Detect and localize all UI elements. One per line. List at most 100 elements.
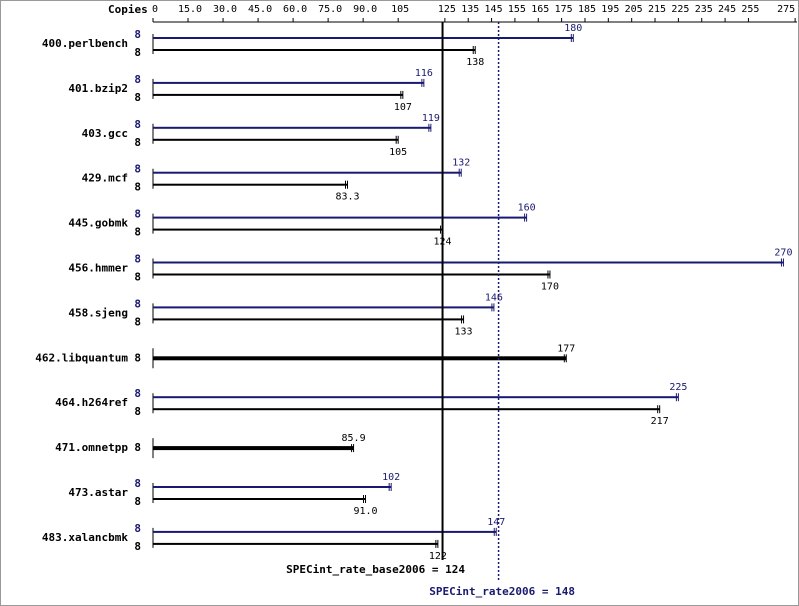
category-label: 456.hmmer <box>68 262 128 275</box>
x-tick-label: 60.0 <box>283 4 307 15</box>
category-label: 464.h264ref <box>55 396 128 409</box>
x-tick-label: 195 <box>601 4 619 15</box>
category-label: 458.sjeng <box>68 306 128 319</box>
x-tick-label: 165 <box>531 4 549 15</box>
value-label: 177 <box>557 343 575 354</box>
reference-name: SPECint_rate2006 = <box>429 585 549 598</box>
copies-label: 8 <box>134 136 141 149</box>
category-label: 400.perlbench <box>42 37 128 50</box>
bar <box>153 446 354 451</box>
bar <box>153 486 392 488</box>
value-label: 119 <box>422 113 440 124</box>
value-label: 225 <box>669 382 687 393</box>
copies-label: 8 <box>134 387 141 400</box>
bar <box>153 306 494 309</box>
value-label: 85.9 <box>342 433 366 444</box>
x-tick-label: 125 <box>438 4 456 15</box>
value-label: 270 <box>774 248 792 259</box>
x-tick-label: 155 <box>508 4 526 15</box>
x-tick-label: 185 <box>578 4 596 15</box>
bar <box>153 171 462 174</box>
category-label: 473.astar <box>68 486 128 499</box>
x-tick-label: 30.0 <box>213 4 237 15</box>
copies-label: 8 <box>134 163 141 176</box>
x-tick-label: 235 <box>695 4 713 15</box>
bar <box>153 530 497 533</box>
bar <box>153 261 784 264</box>
value-label: 83.3 <box>335 192 359 203</box>
x-tick-label: 225 <box>671 4 689 15</box>
x-tick-label: 245 <box>718 4 736 15</box>
copies-label: 8 <box>134 405 141 418</box>
bar <box>153 542 438 545</box>
category-label: 483.xalancbmk <box>42 531 128 544</box>
bar <box>153 49 476 51</box>
x-tick-label: 135 <box>461 4 479 15</box>
copies-label: 8 <box>134 181 141 194</box>
value-label: 122 <box>429 551 447 562</box>
bar <box>153 126 431 129</box>
x-tick-label: 90.0 <box>353 4 377 15</box>
reference-label: SPECint_rate_base2006 = 124 <box>286 563 465 576</box>
bar <box>153 216 527 219</box>
x-tick-label: 275 <box>777 4 795 15</box>
x-tick-label: 205 <box>625 4 643 15</box>
bar <box>153 93 403 96</box>
copies-label: 8 <box>134 28 141 41</box>
value-label: 160 <box>518 203 536 214</box>
value-label: 132 <box>452 158 470 169</box>
x-tick-label: 15.0 <box>178 4 202 15</box>
value-label: 146 <box>485 292 503 303</box>
bar <box>153 498 366 500</box>
axis-label: Copies <box>108 3 148 16</box>
value-label: 102 <box>382 472 400 483</box>
category-label: 403.gcc <box>82 127 128 140</box>
copies-label: 8 <box>134 271 141 284</box>
bar <box>153 318 464 321</box>
reference-value: 124 <box>445 563 465 576</box>
copies-label: 8 <box>134 477 141 490</box>
value-label: 105 <box>389 147 407 158</box>
x-tick-label: 175 <box>555 4 573 15</box>
copies-label: 8 <box>134 46 141 59</box>
bar <box>153 356 567 361</box>
copies-label: 8 <box>134 73 141 86</box>
x-tick-label: 75.0 <box>318 4 342 15</box>
copies-label: 8 <box>134 540 141 553</box>
copies-label: 8 <box>134 315 141 328</box>
bar <box>153 37 574 39</box>
value-label: 91.0 <box>353 506 377 517</box>
value-label: 180 <box>564 23 582 34</box>
copies-label: 8 <box>134 441 141 454</box>
copies-label: 8 <box>134 297 141 310</box>
value-label: 116 <box>415 68 433 79</box>
category-label: 429.mcf <box>82 172 128 185</box>
x-tick-label: 0 <box>152 4 158 15</box>
bar <box>153 273 550 276</box>
category-label: 471.omnetpp <box>55 441 128 454</box>
value-label: 138 <box>466 57 484 68</box>
copies-label: 8 <box>134 253 141 266</box>
value-label: 147 <box>487 517 505 528</box>
value-label: 217 <box>651 416 669 427</box>
copies-label: 8 <box>134 91 141 104</box>
value-label: 107 <box>394 102 412 113</box>
x-tick-label: 145 <box>485 4 503 15</box>
x-tick-label: 215 <box>648 4 666 15</box>
copies-label: 8 <box>134 118 141 131</box>
reference-label: SPECint_rate2006 = 148 <box>429 585 575 598</box>
bar <box>153 396 679 399</box>
x-tick-label: 45.0 <box>248 4 272 15</box>
bar <box>153 408 660 411</box>
category-label: 462.libquantum <box>35 351 128 364</box>
category-label: 401.bzip2 <box>68 82 128 95</box>
reference-value: 148 <box>555 585 575 598</box>
bar <box>153 138 399 141</box>
copies-label: 8 <box>134 522 141 535</box>
value-label: 133 <box>455 326 473 337</box>
bar <box>153 81 424 84</box>
x-tick-label: 105 <box>391 4 409 15</box>
copies-label: 8 <box>134 495 141 508</box>
copies-label: 8 <box>134 208 141 221</box>
